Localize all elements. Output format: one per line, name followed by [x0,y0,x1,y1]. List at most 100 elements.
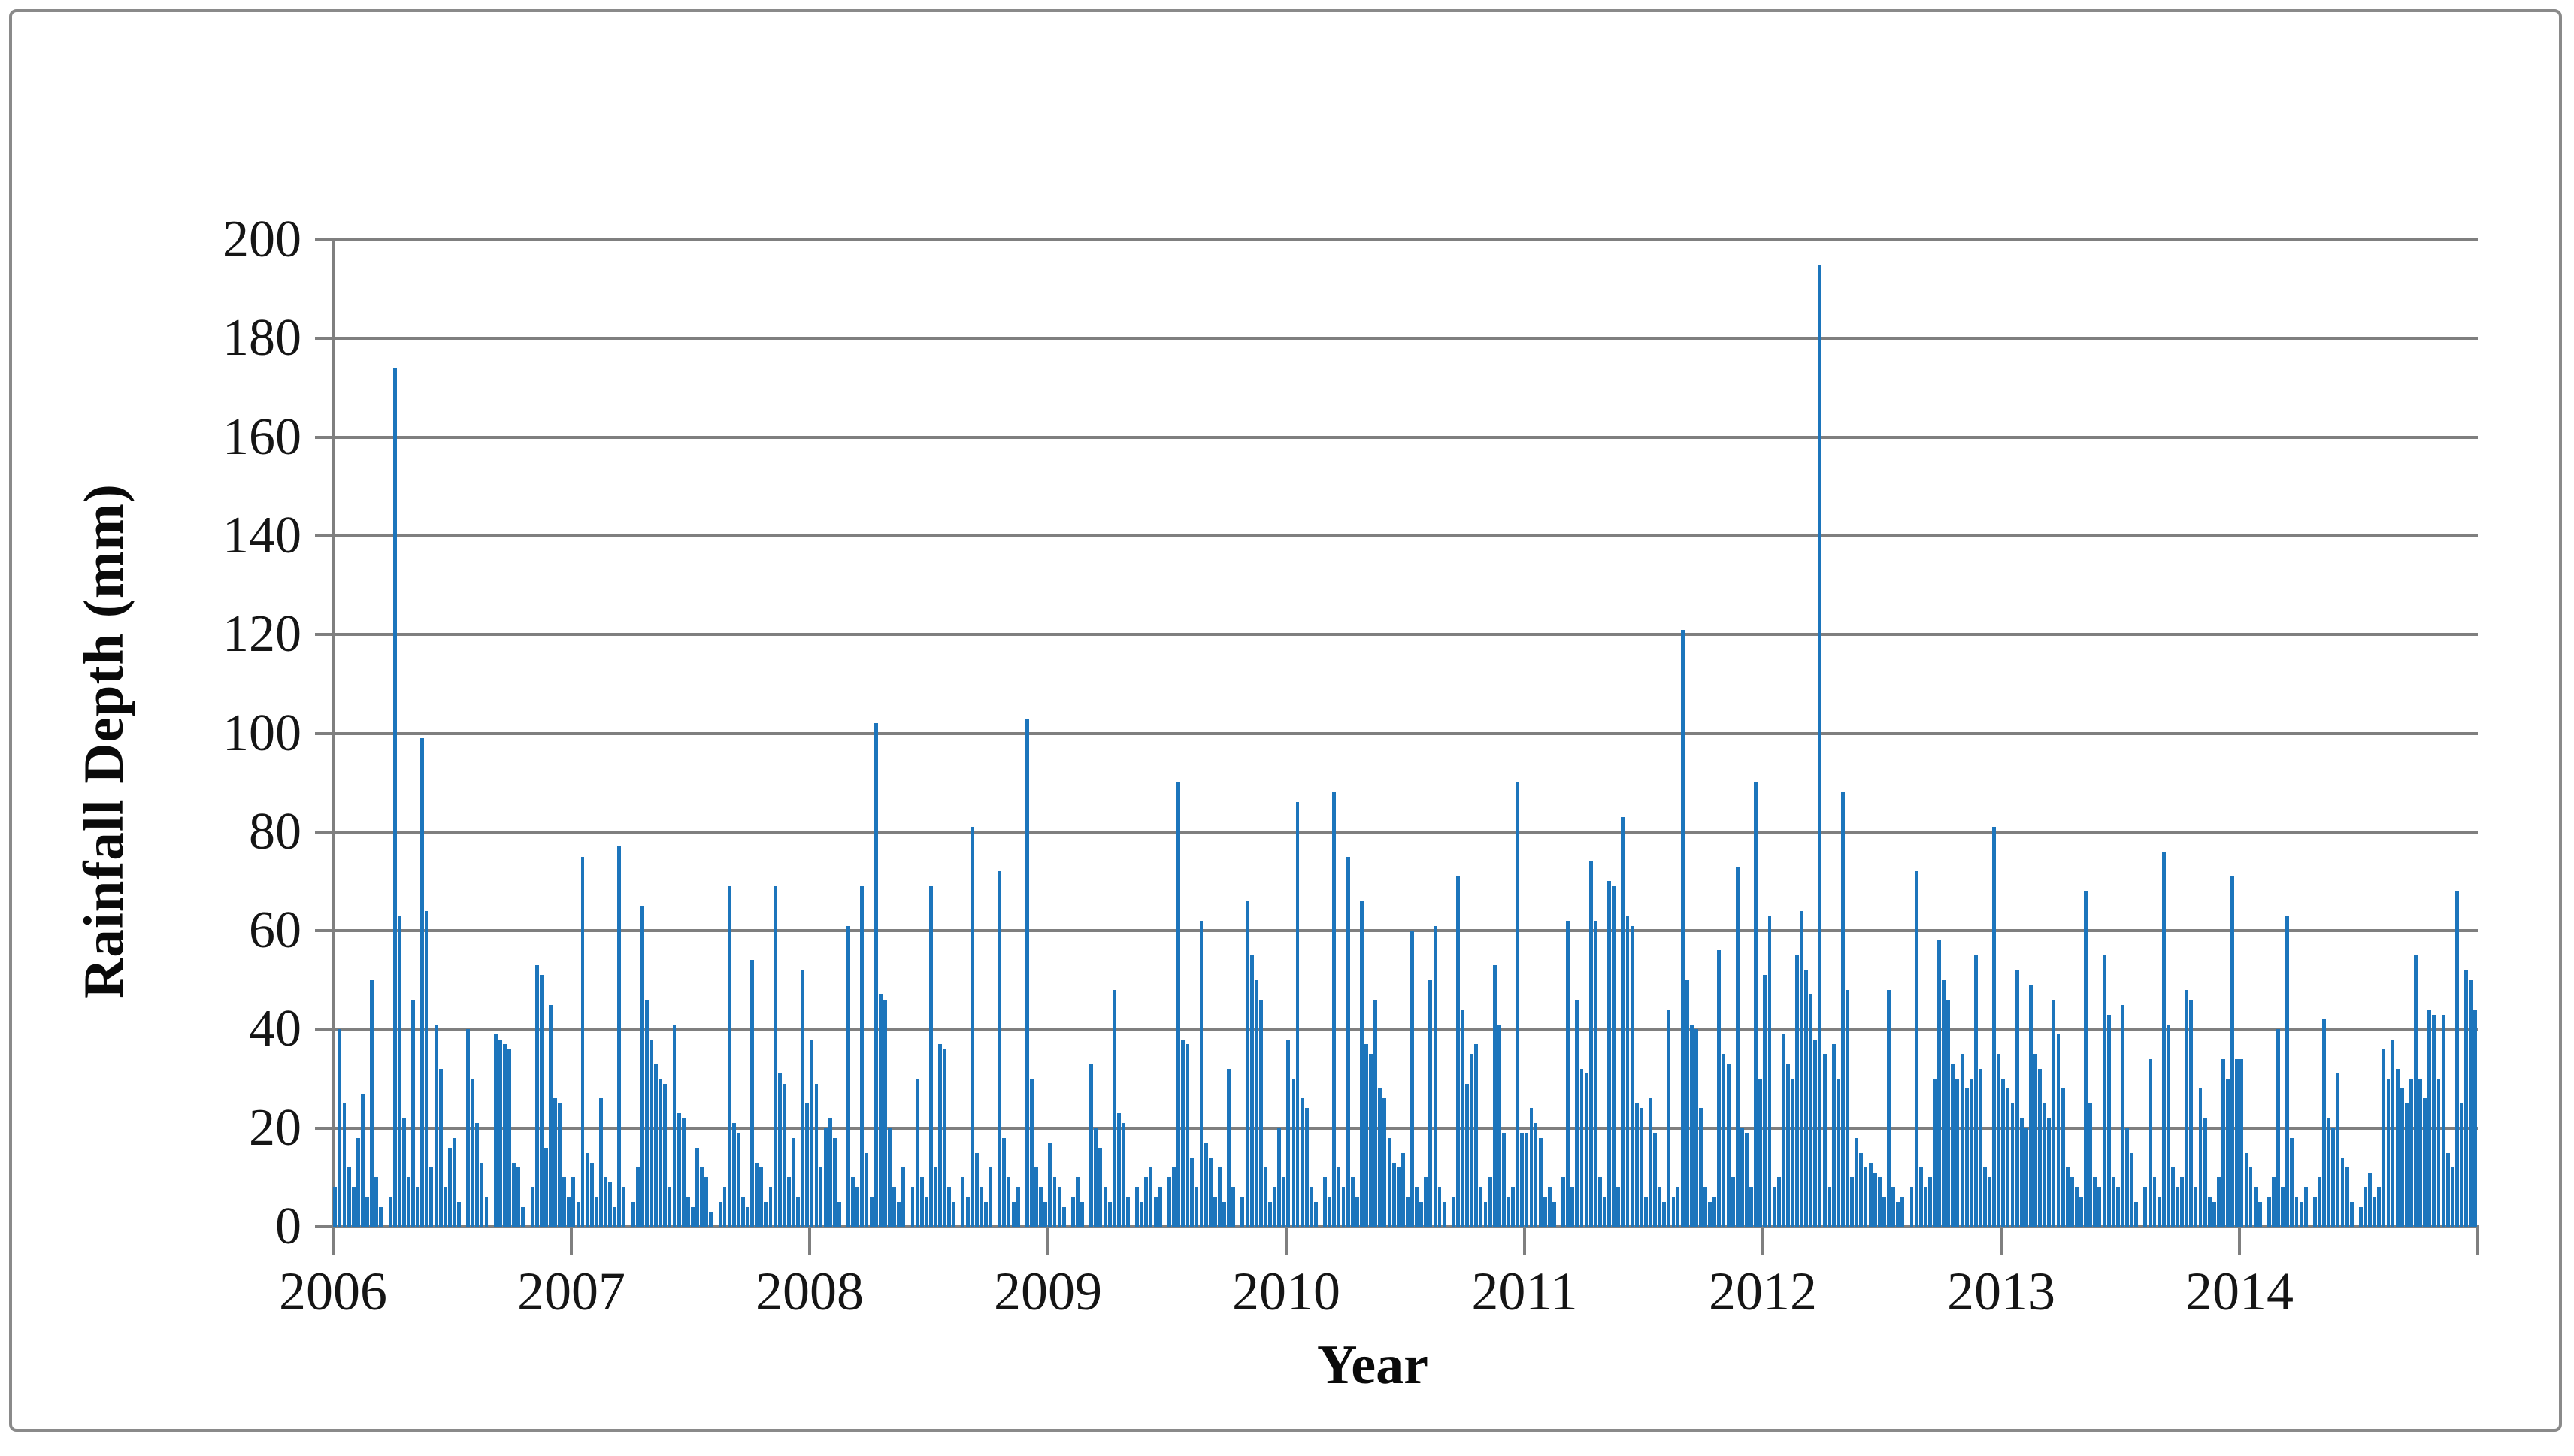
rainfall-bar [2299,1202,2303,1227]
rainfall-bar [2303,1187,2308,1227]
rainfall-bar [2418,1079,2423,1227]
rainfall-bar [2253,1187,2258,1227]
rainfall-bar [1534,1123,1538,1227]
rainfall-bar [1258,1000,1263,1227]
rainfall-bar [2414,955,2418,1227]
rainfall-bar [2070,1177,2074,1227]
rainfall-bar [2185,989,2189,1227]
rainfall-bar [498,1039,502,1227]
rainfall-bar [1712,1197,1717,1227]
rainfall-bar [1098,1147,1103,1227]
rainfall-bar [457,1202,461,1227]
rainfall-bar [1785,1064,1790,1227]
rainfall-bar [740,1197,745,1227]
rainfall-bar [1836,1079,1840,1227]
gridline [333,929,2478,933]
y-axis-tick [315,830,333,834]
rainfall-bar [1089,1064,1094,1227]
rainfall-bar [351,1187,356,1227]
rainfall-bar [2318,1177,2321,1227]
x-tick-label: 2012 [1709,1261,1817,1321]
rainfall-bar [1516,782,1520,1227]
rainfall-bar [2473,1010,2478,1227]
y-axis-tick [315,534,333,537]
rainfall-bar [1295,802,1300,1227]
rainfall-bar [1561,1177,1566,1227]
rainfall-bar [2464,970,2468,1227]
rainfall-bar [567,1197,571,1227]
rainfall-bar [1877,1177,1882,1227]
rainfall-bar [2216,1177,2221,1227]
gridline [333,830,2478,834]
rainfall-bar [722,1187,727,1227]
rainfall-bar [2322,1019,2327,1227]
rainfall-bar [961,1177,965,1227]
y-axis-tick [315,1126,333,1130]
rainfall-bar [548,1004,553,1227]
rainfall-bar [654,1064,659,1227]
rainfall-bar [1355,1197,1359,1227]
rainfall-bar [727,886,731,1227]
rainfall-bar [1795,955,1799,1227]
rainfall-bar [1846,989,1850,1227]
rainfall-bar [2043,1103,2047,1227]
x-tick-label: 2008 [756,1261,864,1321]
rainfall-bar [392,368,397,1227]
rainfall-bar [2377,1187,2382,1227]
rainfall-bar [530,1187,534,1227]
rainfall-bar [1588,861,1593,1227]
rainfall-bar [2061,1088,2065,1227]
rainfall-bar [1396,1167,1401,1227]
rainfall-bar [1937,940,1941,1227]
rainfall-bar [1973,955,1978,1227]
rainfall-bar [434,1024,438,1227]
rainfall-bar [1946,1000,1951,1227]
rainfall-bar [1809,994,1813,1227]
rainfall-bar [1419,1202,1424,1227]
rainfall-bar [1676,1187,1680,1227]
rainfall-bar [1543,1197,1547,1227]
rainfall-bar [1369,1054,1373,1227]
rainfall-bar [1525,1133,1529,1227]
rainfall-bar [1699,1108,1703,1227]
rainfall-bar [1126,1197,1130,1227]
rainfall-bar [1603,1197,1606,1227]
rainfall-bar [365,1197,369,1227]
rainfall-bar [534,965,539,1227]
rainfall-bar [1992,827,1997,1227]
rainfall-bar [989,1167,993,1227]
rainfall-bar [915,1079,919,1227]
rainfall-bar [1547,1187,1552,1227]
rainfall-bar [2221,1058,2225,1227]
rainfall-bar [558,1103,562,1227]
rainfall-bar [1978,1068,1982,1227]
rainfall-bar [2294,1197,2299,1227]
x-axis-tick [2476,1227,2479,1255]
rainfall-bar [2454,891,2459,1227]
rainfall-bar [2336,1073,2340,1227]
rainfall-bar [1634,1103,1639,1227]
rainfall-bar [2106,1014,2111,1227]
rainfall-bar [2065,1167,2070,1227]
x-tick-label: 2010 [1232,1261,1340,1321]
rainfall-bar [2239,1058,2244,1227]
rainfall-bar [1776,1177,1781,1227]
rainfall-bar [690,1206,695,1227]
rainfall-bar [516,1167,521,1227]
rainfall-bar [622,1187,626,1227]
rainfall-bar [2029,985,2033,1227]
rainfall-bar [1630,925,1634,1227]
rainfall-bar [544,1147,548,1227]
rainfall-bar [2006,1088,2010,1227]
rainfall-bar [979,1187,983,1227]
rainfall-bar [1309,1187,1313,1227]
rainfall-bar [773,886,777,1227]
rainfall-bar [361,1093,365,1227]
rainfall-bar [768,1187,773,1227]
y-axis-tick [315,1028,333,1031]
rainfall-bar [2047,1118,2052,1227]
rainfall-bar [438,1068,443,1227]
rainfall-bar [1822,1054,1827,1227]
rainfall-bar [1960,1054,1964,1227]
rainfall-bar [2189,1000,2194,1227]
